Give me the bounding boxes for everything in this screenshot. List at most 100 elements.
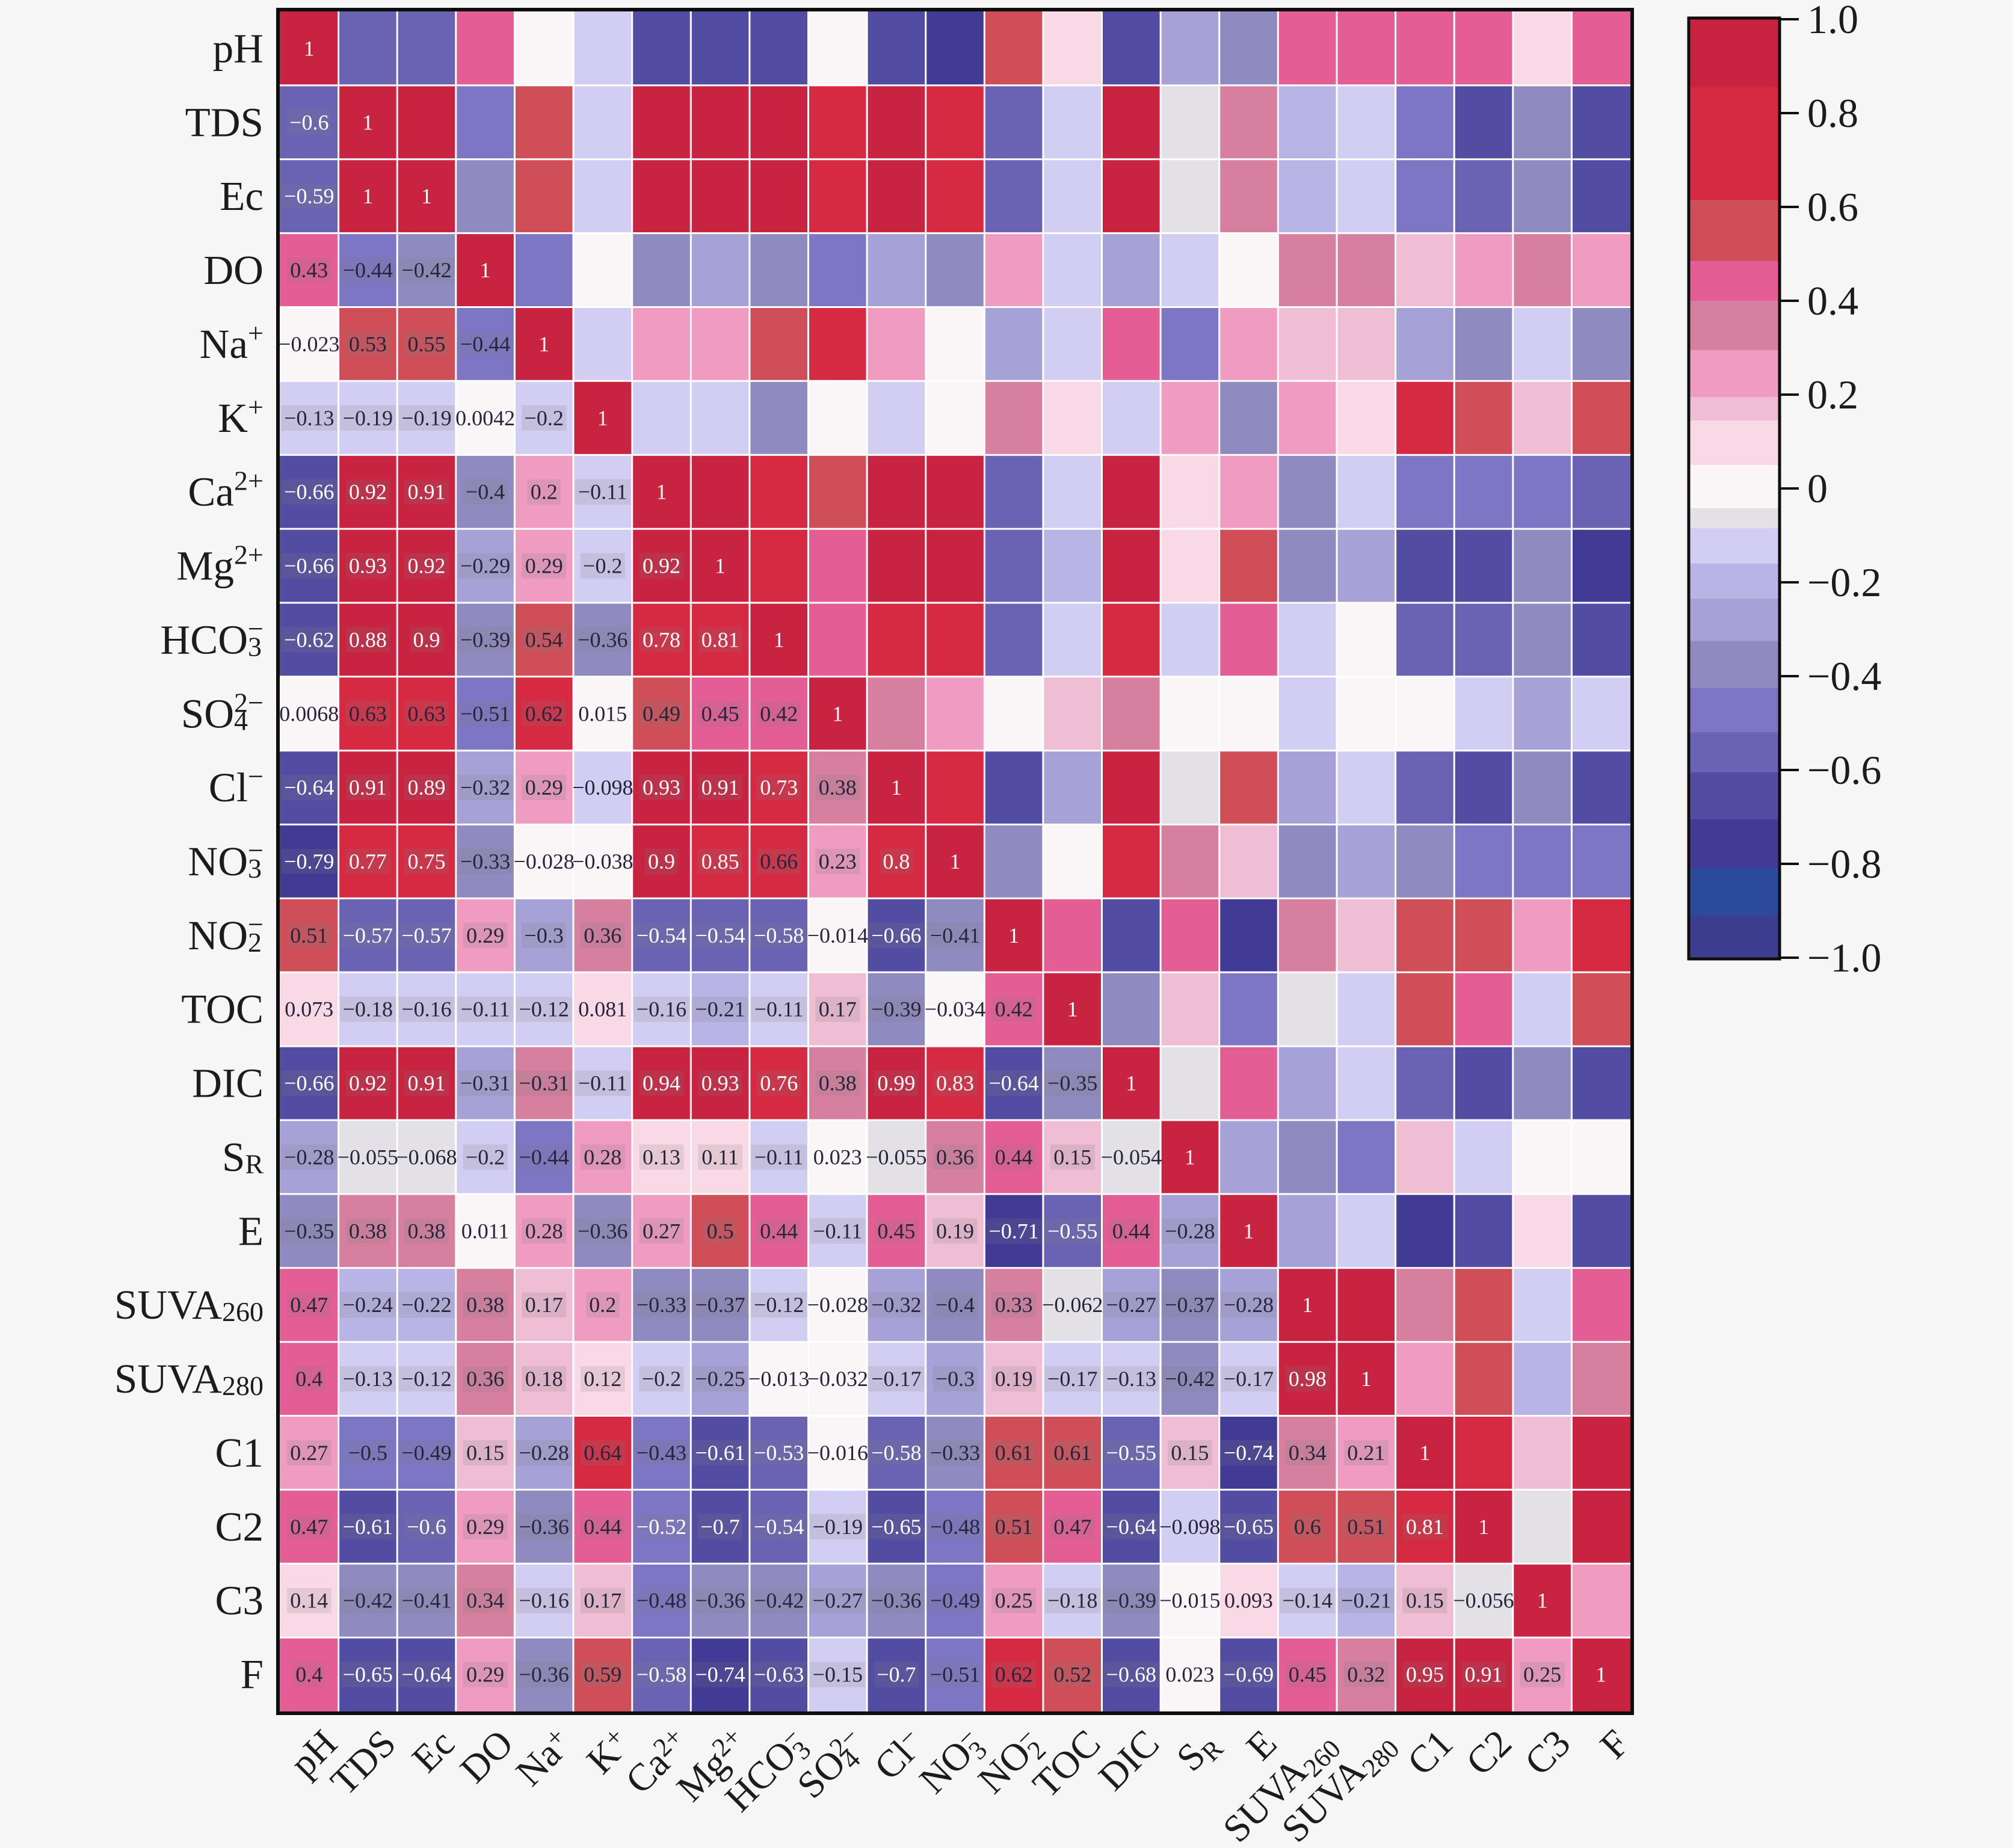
- svg-text:−0.66: −0.66: [284, 1071, 334, 1095]
- svg-text:1: 1: [1244, 1219, 1254, 1243]
- svg-text:1: 1: [774, 627, 785, 651]
- svg-text:0.98: 0.98: [1289, 1367, 1327, 1391]
- svg-text:0.49: 0.49: [643, 701, 680, 725]
- svg-text:0.21: 0.21: [1347, 1441, 1385, 1465]
- svg-text:−0.013: −0.013: [748, 1367, 809, 1391]
- svg-text:0: 0: [1807, 466, 1828, 511]
- svg-text:0.91: 0.91: [408, 1071, 446, 1095]
- svg-text:−0.66: −0.66: [284, 480, 334, 504]
- svg-text:0.62: 0.62: [525, 701, 563, 725]
- svg-text:−0.21: −0.21: [1341, 1589, 1391, 1613]
- svg-text:0.17: 0.17: [819, 997, 857, 1021]
- svg-text:0.85: 0.85: [701, 849, 739, 873]
- svg-text:0.28: 0.28: [584, 1145, 621, 1169]
- svg-text:0.47: 0.47: [290, 1515, 328, 1539]
- svg-text:−0.032: −0.032: [807, 1367, 868, 1391]
- svg-text:−0.3: −0.3: [525, 923, 564, 947]
- svg-text:0.073: 0.073: [285, 997, 333, 1021]
- svg-text:0.17: 0.17: [584, 1589, 621, 1613]
- svg-text:0.92: 0.92: [408, 554, 446, 578]
- svg-text:1: 1: [1478, 1515, 1489, 1539]
- svg-text:−1.0: −1.0: [1807, 935, 1881, 981]
- svg-text:−0.36: −0.36: [578, 1219, 627, 1243]
- svg-text:0.51: 0.51: [1347, 1515, 1385, 1539]
- svg-text:pH: pH: [213, 25, 264, 71]
- svg-text:−0.055: −0.055: [338, 1145, 398, 1169]
- svg-text:F: F: [241, 1652, 264, 1698]
- svg-text:−0.015: −0.015: [1159, 1589, 1220, 1613]
- svg-text:0.12: 0.12: [584, 1367, 621, 1391]
- svg-text:−0.11: −0.11: [813, 1219, 862, 1243]
- svg-text:−0.16: −0.16: [637, 997, 686, 1021]
- svg-text:0.93: 0.93: [349, 554, 387, 578]
- svg-text:0.59: 0.59: [584, 1663, 621, 1687]
- svg-text:−0.18: −0.18: [1047, 1589, 1097, 1613]
- svg-text:−0.29: −0.29: [460, 554, 510, 578]
- svg-text:−0.36: −0.36: [519, 1663, 569, 1687]
- svg-text:−0.068: −0.068: [396, 1145, 457, 1169]
- svg-text:0.19: 0.19: [995, 1367, 1033, 1391]
- svg-text:0.92: 0.92: [349, 480, 387, 504]
- svg-text:−0.65: −0.65: [343, 1663, 393, 1687]
- svg-text:−0.028: −0.028: [807, 1293, 868, 1317]
- svg-text:0.44: 0.44: [584, 1515, 621, 1539]
- svg-text:−0.42: −0.42: [343, 1589, 393, 1613]
- svg-text:−0.37: −0.37: [695, 1293, 745, 1317]
- svg-text:0.63: 0.63: [408, 701, 446, 725]
- svg-text:0.9: 0.9: [413, 627, 440, 651]
- svg-text:−0.18: −0.18: [343, 997, 393, 1021]
- svg-text:−0.17: −0.17: [871, 1367, 921, 1391]
- svg-text:−0.61: −0.61: [695, 1441, 745, 1465]
- svg-text:DO: DO: [203, 247, 264, 293]
- svg-text:0.38: 0.38: [466, 1293, 504, 1317]
- svg-text:−0.028: −0.028: [514, 849, 575, 873]
- svg-text:0.36: 0.36: [936, 1145, 974, 1169]
- svg-text:−0.062: −0.062: [1042, 1293, 1103, 1317]
- svg-text:0.2: 0.2: [589, 1293, 616, 1317]
- svg-text:−0.2: −0.2: [642, 1367, 681, 1391]
- svg-text:−0.11: −0.11: [754, 1145, 804, 1169]
- svg-text:0.32: 0.32: [1347, 1663, 1385, 1687]
- svg-text:0.023: 0.023: [1165, 1663, 1214, 1687]
- svg-text:0.6: 0.6: [1294, 1515, 1321, 1539]
- svg-text:0.45: 0.45: [701, 701, 739, 725]
- svg-text:−0.11: −0.11: [754, 997, 804, 1021]
- svg-text:0.29: 0.29: [525, 775, 563, 799]
- svg-text:0.093: 0.093: [1224, 1589, 1273, 1613]
- svg-text:0.081: 0.081: [578, 997, 627, 1021]
- svg-text:0.51: 0.51: [995, 1515, 1033, 1539]
- svg-text:−0.24: −0.24: [343, 1293, 393, 1317]
- svg-text:−0.69: −0.69: [1224, 1663, 1274, 1687]
- svg-text:−0.25: −0.25: [695, 1367, 745, 1391]
- svg-text:HCO3−: HCO3−: [160, 614, 264, 663]
- svg-text:0.23: 0.23: [819, 849, 857, 873]
- svg-text:0.27: 0.27: [290, 1441, 328, 1465]
- svg-text:−0.61: −0.61: [343, 1515, 393, 1539]
- svg-text:−0.51: −0.51: [460, 701, 510, 725]
- svg-text:0.15: 0.15: [1053, 1145, 1091, 1169]
- svg-text:−0.48: −0.48: [637, 1589, 686, 1613]
- svg-text:−0.55: −0.55: [1047, 1219, 1097, 1243]
- svg-text:−0.3: −0.3: [936, 1367, 975, 1391]
- svg-text:−0.11: −0.11: [578, 480, 627, 504]
- svg-text:−0.023: −0.023: [279, 332, 339, 356]
- svg-text:−0.038: −0.038: [572, 849, 633, 873]
- svg-text:−0.35: −0.35: [284, 1219, 334, 1243]
- svg-text:−0.79: −0.79: [284, 849, 334, 873]
- svg-text:NO2−: NO2−: [188, 909, 264, 958]
- svg-text:−0.54: −0.54: [637, 923, 686, 947]
- svg-text:−0.27: −0.27: [1106, 1293, 1156, 1317]
- svg-text:−0.4: −0.4: [1807, 653, 1881, 699]
- svg-text:−0.55: −0.55: [1106, 1441, 1156, 1465]
- svg-text:1: 1: [1302, 1293, 1313, 1317]
- svg-text:−0.2: −0.2: [1807, 559, 1881, 605]
- svg-text:0.54: 0.54: [525, 627, 563, 651]
- svg-text:0.34: 0.34: [466, 1589, 504, 1613]
- svg-text:0.2: 0.2: [531, 480, 558, 504]
- svg-text:−0.28: −0.28: [519, 1441, 569, 1465]
- svg-text:Na+: Na+: [200, 318, 264, 367]
- svg-text:−0.14: −0.14: [1283, 1589, 1333, 1613]
- svg-text:−0.12: −0.12: [401, 1367, 451, 1391]
- svg-text:0.45: 0.45: [1289, 1663, 1327, 1687]
- svg-text:−0.74: −0.74: [695, 1663, 745, 1687]
